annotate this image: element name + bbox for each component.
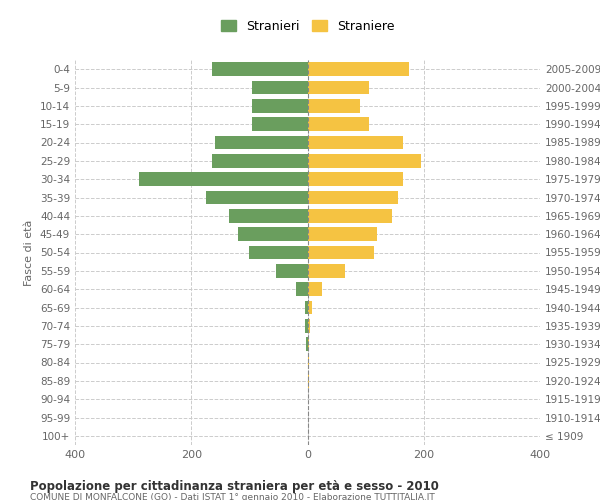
Bar [212, 154, 308, 168]
Bar [308, 338, 309, 351]
Bar [252, 99, 308, 112]
Bar [308, 246, 374, 260]
Bar [308, 190, 398, 204]
Bar [308, 62, 409, 76]
Bar [229, 209, 308, 222]
Bar [215, 136, 308, 149]
Bar [308, 136, 403, 149]
Legend: Stranieri, Straniere: Stranieri, Straniere [217, 16, 398, 36]
Bar [308, 264, 345, 278]
Bar [139, 172, 308, 186]
Text: Popolazione per cittadinanza straniera per età e sesso - 2010: Popolazione per cittadinanza straniera p… [30, 480, 439, 493]
Y-axis label: Fasce di età: Fasce di età [25, 220, 34, 286]
Bar [308, 228, 377, 241]
Bar [308, 154, 421, 168]
Bar [308, 80, 368, 94]
Bar [308, 209, 392, 222]
Bar [238, 228, 308, 241]
Bar [307, 338, 308, 351]
Bar [252, 118, 308, 131]
Bar [308, 172, 403, 186]
Bar [275, 264, 308, 278]
Bar [296, 282, 308, 296]
Bar [250, 246, 308, 260]
Bar [308, 99, 360, 112]
Bar [308, 319, 310, 332]
Bar [308, 118, 368, 131]
Bar [308, 300, 312, 314]
Text: COMUNE DI MONFALCONE (GO) - Dati ISTAT 1° gennaio 2010 - Elaborazione TUTTITALIA: COMUNE DI MONFALCONE (GO) - Dati ISTAT 1… [30, 492, 435, 500]
Bar [308, 282, 322, 296]
Bar [252, 80, 308, 94]
Bar [305, 319, 308, 332]
Bar [206, 190, 308, 204]
Bar [212, 62, 308, 76]
Bar [305, 300, 308, 314]
